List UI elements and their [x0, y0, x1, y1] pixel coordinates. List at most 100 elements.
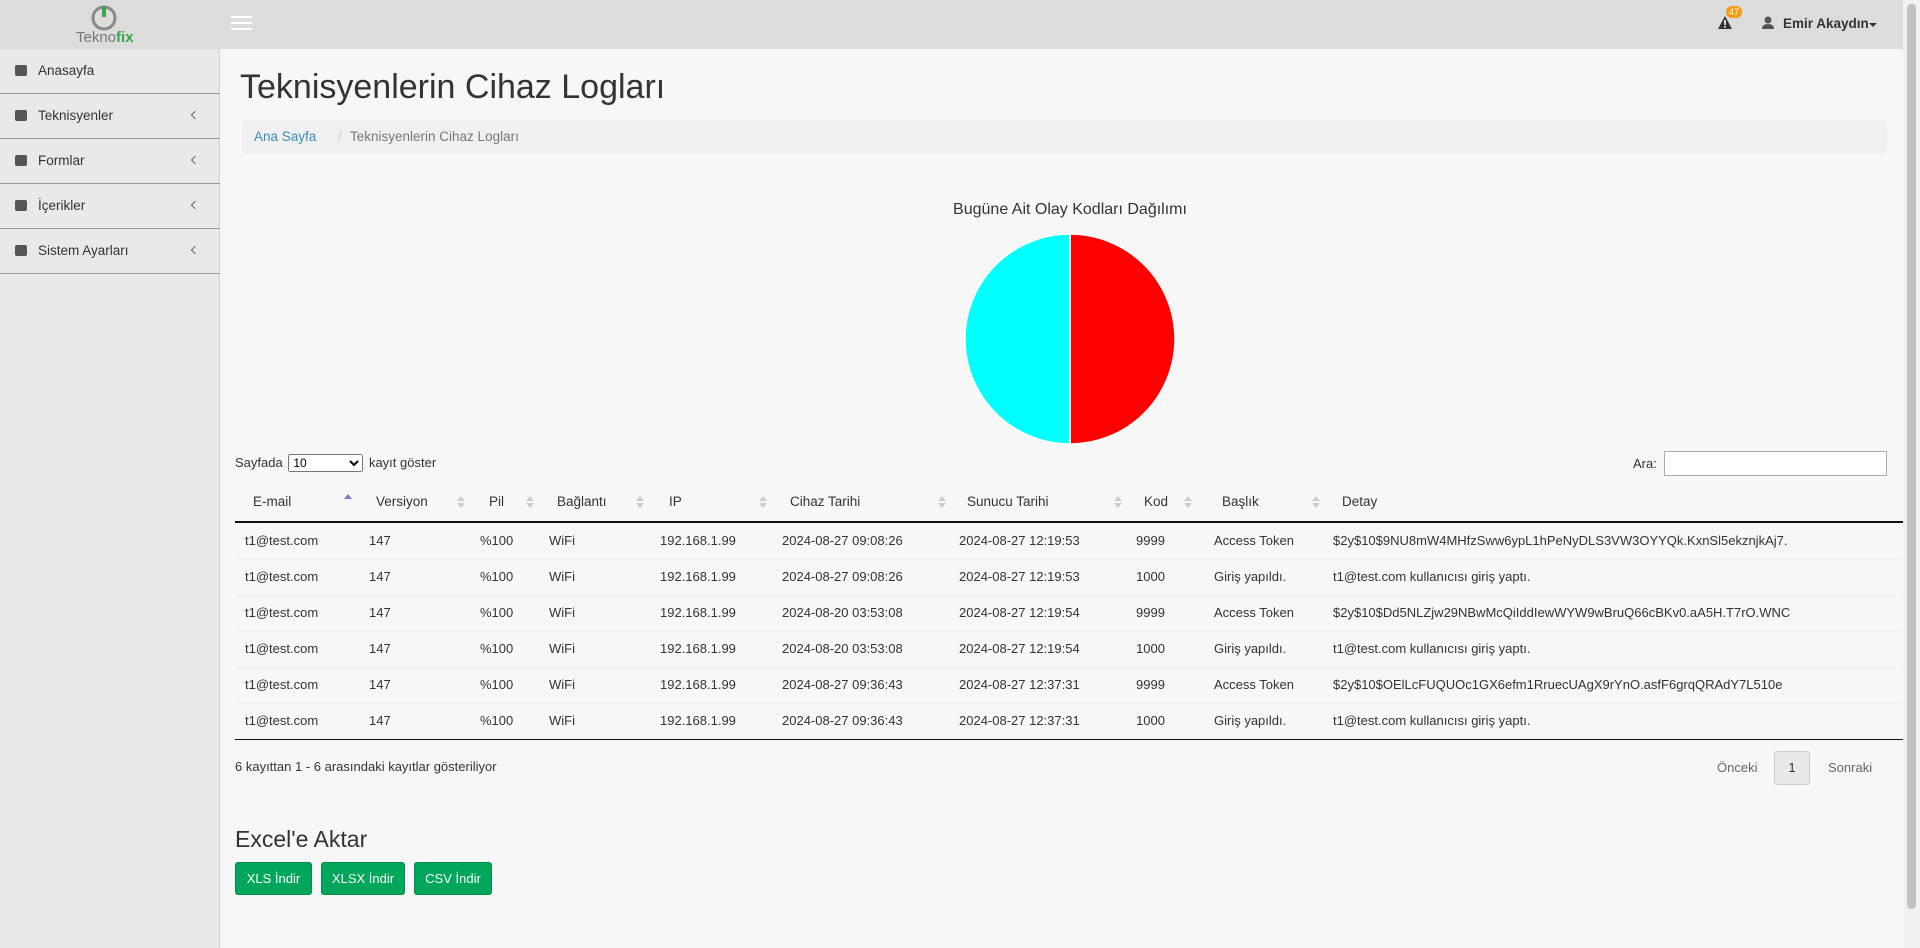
column-header[interactable]: Versiyon: [376, 494, 428, 509]
length-select[interactable]: 10: [288, 454, 364, 472]
table-cell: 1000: [1136, 641, 1165, 656]
sort-icon: [1114, 496, 1122, 501]
table-cell: WiFi: [549, 605, 575, 620]
sort-icon: [1114, 503, 1122, 508]
sidebar-item[interactable]: İçerikler: [0, 184, 220, 229]
row-border: [235, 739, 1903, 740]
chevron: [190, 110, 200, 120]
alert-icon[interactable]: [1717, 15, 1733, 30]
table-cell: 2024-08-27 12:19:54: [959, 605, 1080, 620]
logo-text: Tekno: [76, 29, 117, 46]
table-cell: 2024-08-20 03:53:08: [782, 605, 903, 620]
table-cell: 147: [369, 713, 391, 728]
column-header[interactable]: IP: [669, 494, 682, 509]
sidebar: Anasayfa Teknisyenler Formlar İçerikler Sist…: [0, 49, 220, 948]
table-cell: %100: [480, 713, 514, 728]
table-cell: 9999: [1136, 533, 1165, 548]
top-bar: Teknofix 47 Emir Akaydın: [0, 0, 1920, 49]
table-cell: WiFi: [549, 677, 575, 692]
row-border: [235, 667, 1903, 668]
table-info: 6 kayıttan 1 - 6 arasındaki kayıtlar gös…: [235, 759, 497, 774]
column-header[interactable]: Kod: [1144, 494, 1169, 509]
table-cell: 192.168.1.99: [660, 677, 736, 692]
logo[interactable]: Teknofix: [76, 29, 134, 46]
table-cell: Access Token: [1214, 533, 1294, 548]
chart-title: Bugüne Ait Olay Kodları Dağılımı: [953, 201, 1187, 218]
sort-icon: [1184, 503, 1192, 508]
table-cell: t1@test.com kullanıcısı giriş yaptı.: [1333, 713, 1531, 728]
table-cell: WiFi: [549, 533, 575, 548]
sort-icon: [636, 503, 644, 508]
sidebar-icon: [15, 155, 27, 166]
sort-icon: [457, 496, 465, 501]
chevron: [190, 200, 200, 210]
table-cell: t1@test.com: [245, 641, 319, 656]
next-button[interactable]: Sonraki: [1828, 760, 1873, 775]
table-cell: %100: [480, 569, 514, 584]
table-cell: 192.168.1.99: [660, 533, 736, 548]
chevron: [190, 155, 200, 165]
sidebar-item[interactable]: Sistem Ayarları: [0, 229, 220, 274]
table-cell: t1@test.com: [245, 713, 319, 728]
pie-slice: [1069, 233, 1176, 445]
scrollbar[interactable]: [1903, 0, 1920, 948]
sidebar-label: İçerikler: [38, 198, 86, 213]
table-cell: t1@test.com: [245, 605, 319, 620]
table-cell: 2024-08-27 12:19:53: [959, 533, 1080, 548]
column-header[interactable]: E-mail: [253, 494, 292, 509]
length-prefix: Sayfada: [235, 455, 283, 470]
sidebar-label: Sistem Ayarları: [38, 243, 129, 258]
sort-icon: [344, 494, 352, 499]
column-header[interactable]: Başlık: [1222, 494, 1259, 509]
breadcrumb-current: Teknisyenlerin Cihaz Logları: [350, 129, 519, 144]
table-cell: Access Token: [1214, 605, 1294, 620]
sidebar-item[interactable]: Anasayfa: [0, 49, 220, 94]
breadcrumb: Ana Sayfa / Teknisyenlerin Cihaz Logları: [242, 120, 1887, 154]
column-header[interactable]: Detay: [1342, 494, 1378, 509]
table-cell: t1@test.com kullanıcısı giriş yaptı.: [1333, 641, 1531, 656]
sort-icon: [636, 496, 644, 501]
chevron: [190, 245, 200, 255]
table-cell: %100: [480, 605, 514, 620]
sidebar-item[interactable]: Teknisyenler: [0, 94, 220, 139]
table-cell: WiFi: [549, 713, 575, 728]
row-border: [235, 631, 1903, 632]
export-button[interactable]: XLS İndir: [235, 862, 312, 895]
pie-chart: Bugüne Ait Olay Kodları Dağılımı: [953, 201, 1187, 445]
column-header[interactable]: Cihaz Tarihi: [790, 494, 861, 509]
sidebar-label: Formlar: [38, 153, 85, 168]
sort-icon: [1312, 503, 1320, 508]
sidebar-label: Anasayfa: [38, 63, 95, 78]
export-button[interactable]: XLSX İndir: [321, 862, 405, 895]
user-icon: [1762, 16, 1774, 29]
length-control: Sayfada 10 kayıt göster: [235, 454, 436, 472]
breadcrumb-link[interactable]: Ana Sayfa: [254, 129, 317, 144]
sidebar-item[interactable]: Formlar: [0, 139, 220, 184]
breadcrumb-sep: /: [338, 129, 342, 144]
sort-icon: [759, 503, 767, 508]
column-header[interactable]: Pil: [489, 494, 505, 509]
table-cell: 2024-08-27 12:19:53: [959, 569, 1080, 584]
table-cell: t1@test.com: [245, 533, 319, 548]
table-cell: 2024-08-27 09:08:26: [782, 533, 903, 548]
column-header[interactable]: Sunucu Tarihi: [967, 494, 1049, 509]
table-cell: 2024-08-27 12:19:54: [959, 641, 1080, 656]
search-input[interactable]: [1664, 451, 1887, 476]
prev-button[interactable]: Önceki: [1717, 760, 1758, 775]
export-button[interactable]: CSV İndir: [414, 862, 492, 895]
sort-icon: [526, 503, 534, 508]
table-cell: 1000: [1136, 713, 1165, 728]
table-cell: 147: [369, 533, 391, 548]
table-cell: 2024-08-27 09:36:43: [782, 713, 903, 728]
sidebar-icon: [15, 245, 27, 256]
row-border: [235, 595, 1903, 596]
page-button[interactable]: 1: [1774, 751, 1810, 785]
table-cell: %100: [480, 533, 514, 548]
column-header[interactable]: Bağlantı: [557, 494, 607, 509]
table-cell: 2024-08-27 12:37:31: [959, 677, 1080, 692]
table-cell: 1000: [1136, 569, 1165, 584]
user-menu[interactable]: Emir Akaydın: [1783, 16, 1869, 31]
export-title: Excel'e Aktar: [235, 826, 368, 852]
page-title: Teknisyenlerin Cihaz Logları: [240, 68, 666, 106]
